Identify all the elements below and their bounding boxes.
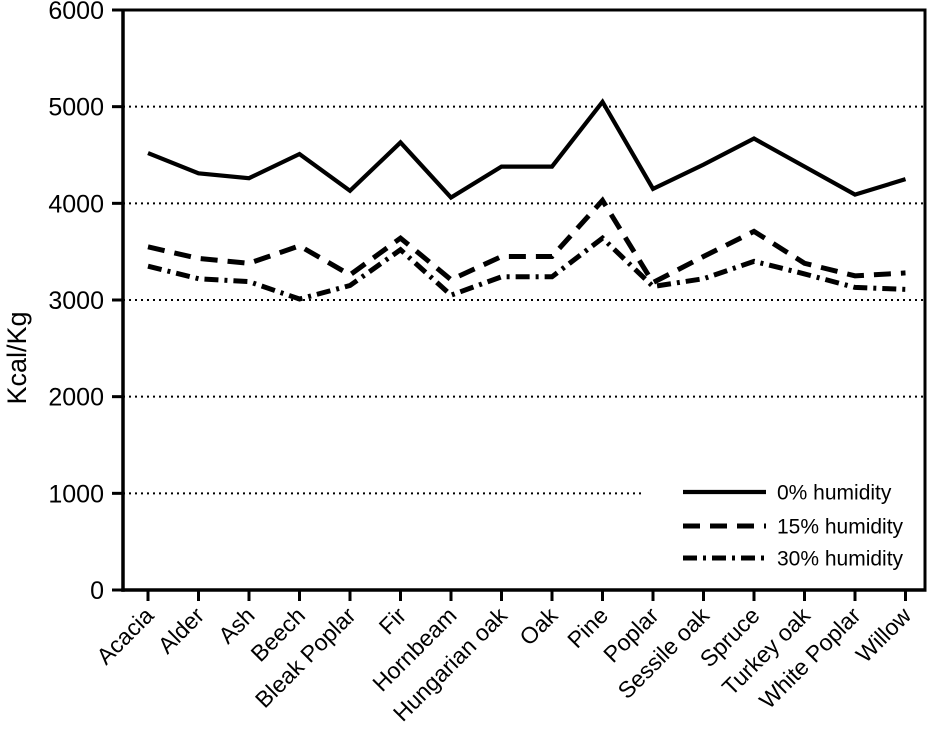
y-axis-label: Kcal/Kg	[2, 311, 32, 404]
series-line-30-humidity	[147, 234, 906, 302]
y-tick-label-5000: 5000	[48, 94, 104, 122]
series-line-15-humidity	[147, 196, 906, 286]
legend: 0% humidity 15% humidity 30% humidity	[644, 461, 923, 587]
legend-label-30-humidity: 30% humidity	[777, 548, 904, 571]
y-tick-label-1000: 1000	[48, 480, 104, 508]
x-tick-label-acacia: Acacia	[91, 602, 158, 669]
y-tick-label-3000: 3000	[48, 287, 104, 315]
y-tick-label-6000: 6000	[48, 0, 104, 25]
y-tick-label-2000: 2000	[48, 384, 104, 412]
legend-label-0-humidity: 0% humidity	[777, 482, 892, 505]
legend-item-0-humidity: 0% humidity	[683, 482, 892, 505]
legend-item-15-humidity: 15% humidity	[683, 516, 904, 539]
y-tick-label-4000: 4000	[48, 190, 104, 218]
chart-plot-area: 0% humidity 15% humidity 30% humidity 0 1000…	[48, 0, 927, 726]
legend-label-15-humidity: 15% humidity	[777, 516, 904, 539]
x-tick-label-willow: Willow	[851, 602, 917, 668]
legend-item-30-humidity: 30% humidity	[683, 548, 904, 571]
x-tick-label-alder: Alder	[153, 602, 210, 659]
x-tick-label-oak: Oak	[514, 602, 563, 651]
x-tick-label-fir: Fir	[374, 602, 412, 640]
y-tick-label-0: 0	[90, 577, 104, 605]
series-line-0-humidity	[147, 98, 907, 201]
